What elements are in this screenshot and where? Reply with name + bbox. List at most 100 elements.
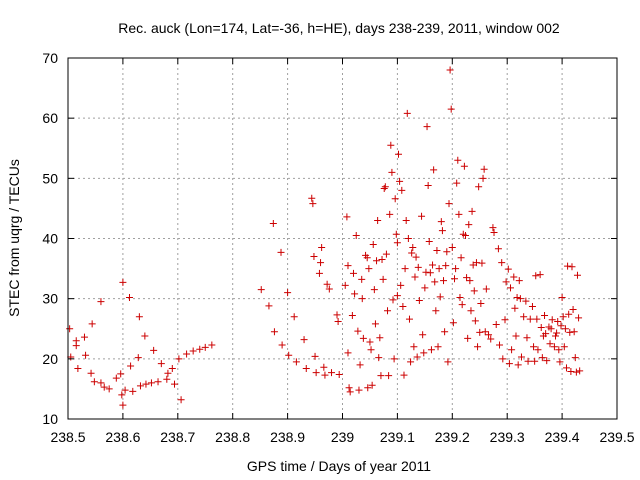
x-tick-label: 238.5 <box>50 429 85 445</box>
y-tick-labels: 10 20 30 40 50 60 70 <box>42 50 58 427</box>
data-point <box>441 328 449 336</box>
data-point <box>393 239 401 247</box>
data-point <box>396 177 404 185</box>
data-point <box>534 346 542 354</box>
data-point <box>310 253 318 261</box>
data-point <box>164 369 172 377</box>
data-point <box>556 358 564 366</box>
data-point <box>335 370 343 378</box>
data-point <box>154 378 162 386</box>
data-point <box>573 271 581 279</box>
data-point <box>290 313 298 321</box>
data-point <box>442 262 450 270</box>
data-point <box>315 269 323 277</box>
data-point <box>377 372 385 380</box>
data-point <box>532 272 540 280</box>
data-point <box>386 210 394 218</box>
data-point <box>505 360 513 368</box>
data-point <box>522 297 530 305</box>
data-point <box>542 330 550 338</box>
data-point <box>370 286 378 294</box>
data-point <box>134 354 142 362</box>
data-point <box>432 307 440 315</box>
data-point <box>125 293 133 301</box>
data-point <box>345 384 353 392</box>
data-point <box>408 249 416 257</box>
data-point <box>349 269 357 277</box>
data-point <box>328 369 336 377</box>
data-point <box>501 316 509 324</box>
data-point <box>561 325 569 333</box>
data-point <box>308 194 316 202</box>
data-point <box>482 285 490 293</box>
data-point <box>366 338 374 346</box>
data-point <box>312 369 320 377</box>
data-point <box>405 315 413 323</box>
data-point <box>177 396 185 404</box>
data-point <box>368 381 376 389</box>
data-point <box>530 343 538 351</box>
data-point <box>457 254 465 262</box>
data-point <box>364 384 372 392</box>
data-point <box>464 334 472 342</box>
data-point <box>127 362 135 370</box>
data-point <box>515 277 523 285</box>
data-point <box>88 320 96 328</box>
data-point <box>570 328 578 336</box>
data-point <box>445 200 453 208</box>
data-point <box>380 185 388 193</box>
data-point <box>163 375 171 383</box>
y-tick-label: 10 <box>42 411 58 427</box>
data-point <box>446 66 454 74</box>
y-tick-label: 50 <box>42 170 58 186</box>
data-point <box>429 261 437 269</box>
data-point <box>453 179 461 187</box>
data-point <box>528 302 536 310</box>
data-point <box>97 379 105 387</box>
data-point <box>320 363 328 371</box>
data-point <box>555 346 563 354</box>
data-point <box>196 345 204 353</box>
data-point <box>402 216 410 224</box>
data-point <box>481 328 489 336</box>
data-point <box>550 343 558 351</box>
data-point <box>365 265 373 273</box>
data-point <box>423 123 431 131</box>
x-axis-label: GPS time / Days of year 2011 <box>247 458 431 474</box>
data-point <box>450 275 458 283</box>
data-point <box>479 174 487 182</box>
data-point <box>189 347 197 355</box>
data-point <box>494 245 502 253</box>
data-point <box>356 361 364 369</box>
data-point <box>201 343 209 351</box>
data-point <box>448 244 456 252</box>
data-point <box>175 355 183 363</box>
data-point <box>384 307 392 315</box>
data-point <box>455 210 463 218</box>
data-point <box>424 182 432 190</box>
data-point <box>444 358 452 366</box>
data-point <box>376 334 384 342</box>
data-point <box>474 343 482 351</box>
data-point <box>426 269 434 277</box>
data-point <box>567 367 575 375</box>
data-point <box>531 357 539 365</box>
data-point <box>317 259 325 267</box>
data-point <box>447 105 455 113</box>
data-point <box>571 354 579 362</box>
data-point <box>141 332 149 340</box>
data-point <box>506 284 514 292</box>
data-point <box>333 311 341 319</box>
x-tick-label: 239 <box>331 429 355 445</box>
data-point <box>566 328 574 336</box>
data-point <box>341 281 349 289</box>
data-point <box>526 315 534 323</box>
data-point <box>382 250 390 258</box>
data-point <box>431 278 439 286</box>
data-point <box>392 230 400 238</box>
data-point <box>277 248 285 256</box>
data-point <box>385 372 393 380</box>
data-point <box>523 334 531 342</box>
data-point <box>458 301 466 309</box>
